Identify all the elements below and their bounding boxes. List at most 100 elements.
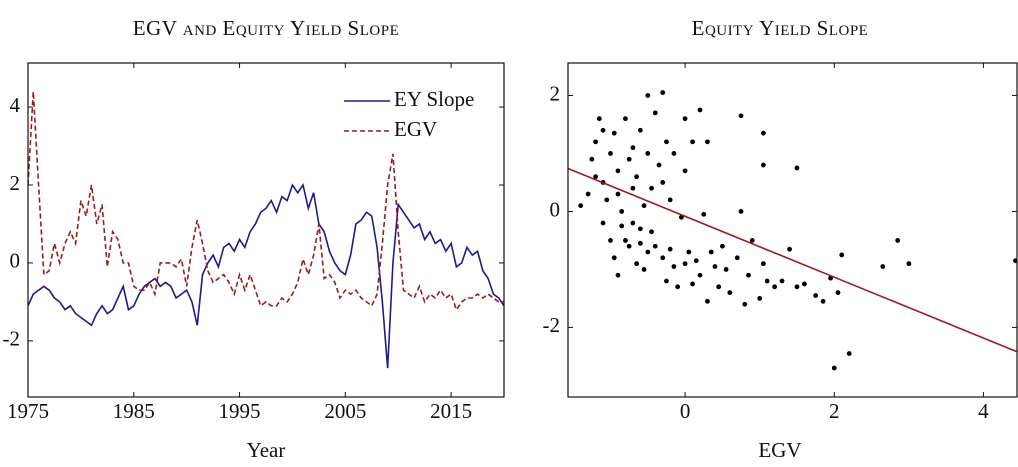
- y-tick-label: 0: [10, 249, 21, 273]
- scatter-point: [787, 246, 792, 252]
- scatter-point: [623, 116, 628, 122]
- plot-frame: [27, 62, 505, 398]
- scatter-point: [660, 180, 666, 185]
- scatter-point: [630, 145, 636, 151]
- scatter-point: [690, 139, 695, 145]
- chart-title: EGV and Equity Yield Slope: [133, 16, 399, 40]
- scatter-point: [615, 191, 621, 197]
- series-line: [28, 91, 504, 312]
- x-tick-label: 1995: [219, 399, 261, 423]
- plot-area: [568, 90, 1017, 371]
- scatter-point: [794, 284, 800, 290]
- x-axis-label: EGV: [758, 438, 801, 462]
- scatter-point: [611, 130, 617, 136]
- scatter-point: [585, 191, 591, 197]
- scatter-point: [637, 226, 643, 232]
- scatter-point: [600, 220, 606, 226]
- scatter-point: [794, 165, 800, 171]
- scatter-point: [906, 261, 912, 267]
- scatter-point: [761, 162, 766, 168]
- scatter-point: [645, 249, 651, 255]
- scatter-point: [660, 90, 666, 95]
- scatter-point: [671, 151, 677, 156]
- panel: EGV and Equity Yield Slope Year 1975 1985 19…: [3, 16, 505, 462]
- scatter-point: [593, 139, 598, 145]
- scatter-point: [596, 116, 602, 122]
- scatter-point: [716, 284, 722, 290]
- scatter-point: [615, 272, 621, 278]
- scatter-point: [682, 261, 688, 267]
- scatter-point: [641, 203, 647, 209]
- scatter-point: [686, 249, 692, 255]
- scatter-point: [645, 151, 651, 156]
- scatter-point: [712, 264, 718, 269]
- scatter-point: [578, 203, 584, 209]
- x-tick-label: 2005: [324, 399, 366, 423]
- scatter-point: [761, 261, 766, 267]
- scatter-point: [701, 211, 707, 217]
- scatter-point: [727, 290, 733, 296]
- scatter-point: [593, 174, 598, 180]
- scatter-point: [664, 278, 669, 284]
- scatter-point: [690, 281, 695, 287]
- scatter-point: [660, 255, 666, 261]
- scatter-point: [637, 240, 643, 246]
- scatter-point: [634, 261, 640, 267]
- scatter-point: [1013, 258, 1017, 264]
- y-tick-label: -2: [543, 313, 561, 337]
- scatter-point: [820, 298, 826, 304]
- x-axis-label: Year: [247, 438, 286, 462]
- scatter-point: [611, 255, 617, 261]
- series-line: [568, 167, 1017, 353]
- scatter-point: [626, 243, 632, 249]
- plot-area: [28, 91, 504, 369]
- scatter-point: [671, 264, 677, 269]
- x-tick-label: 2015: [430, 399, 472, 423]
- scatter-point: [608, 238, 613, 243]
- scatter-point: [637, 127, 643, 133]
- y-tick-label: 2: [10, 171, 21, 195]
- scatter-point: [645, 93, 651, 98]
- scatter-point: [652, 110, 658, 116]
- x-tick-label: 2: [829, 399, 840, 423]
- x-tick-label: 1985: [113, 399, 155, 423]
- scatter-point: [846, 351, 852, 356]
- scatter-point: [779, 278, 785, 284]
- scatter-point: [630, 220, 636, 226]
- scatter-point: [664, 139, 669, 145]
- scatter-point: [802, 281, 807, 287]
- y-tick-label: 4: [10, 93, 21, 117]
- x-tick-label: 4: [978, 399, 989, 423]
- legend-label: EGV: [394, 117, 437, 141]
- scatter-point: [652, 243, 658, 249]
- scatter-point: [623, 238, 628, 243]
- scatter-point: [697, 272, 703, 278]
- series-line: [28, 183, 504, 369]
- scatter-point: [630, 185, 636, 191]
- scatter-point: [675, 284, 681, 290]
- panel: Equity Yield Slope EGV 0 2 4 -2 0 2: [543, 16, 1018, 462]
- scatter-point: [649, 229, 654, 235]
- scatter-point: [600, 127, 606, 133]
- scatter-point: [705, 139, 710, 145]
- scatter-point: [693, 258, 699, 264]
- scatter-point: [839, 252, 845, 258]
- scatter-point: [667, 246, 673, 252]
- scatter-point: [619, 223, 625, 229]
- scatter-point: [772, 284, 777, 290]
- scatter-point: [641, 267, 647, 272]
- x-tick-label: 0: [680, 399, 691, 423]
- scatter-point: [746, 272, 751, 278]
- scatter-point: [604, 197, 610, 203]
- scatter-point: [738, 113, 744, 119]
- scatter-point: [667, 197, 673, 203]
- scatter-point: [682, 168, 688, 174]
- scatter-point: [895, 238, 901, 243]
- scatter-point: [649, 185, 654, 191]
- scatter-point: [813, 293, 819, 298]
- scatter-point: [697, 107, 703, 113]
- scatter-point: [831, 365, 837, 371]
- plot-frame: [567, 62, 1018, 398]
- x-tick-label: 1975: [7, 399, 49, 423]
- scatter-point: [742, 301, 748, 307]
